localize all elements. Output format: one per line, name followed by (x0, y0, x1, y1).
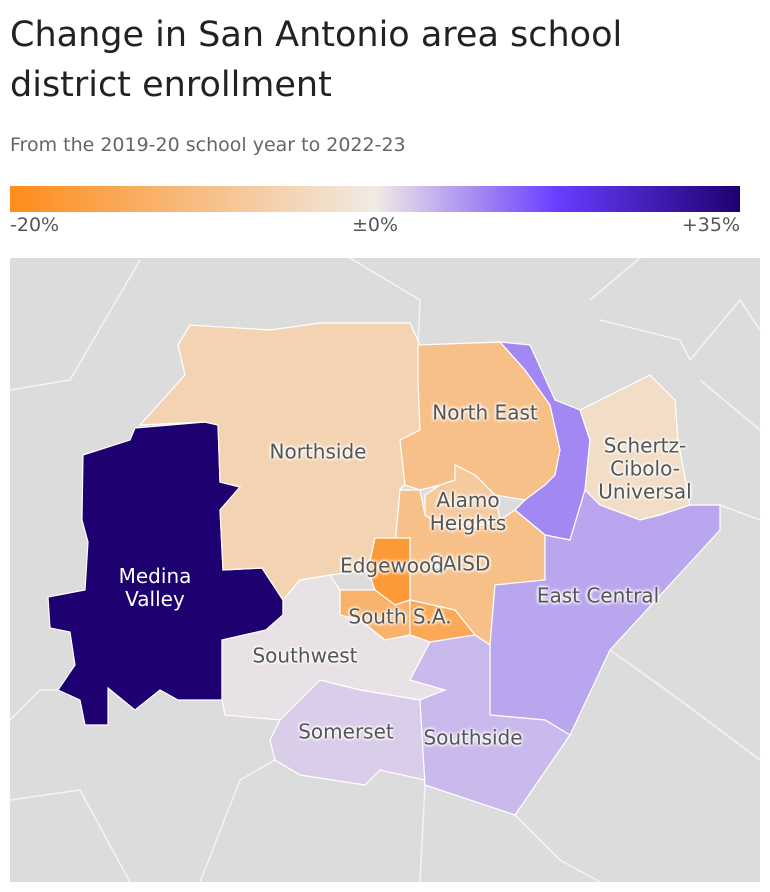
background-boundaries (9, 257, 761, 883)
district-label: East Central (536, 583, 660, 608)
legend-tick-label: -20% (10, 214, 60, 236)
district-label: Somerset (298, 719, 394, 744)
district-label: Edgewood (340, 553, 444, 578)
district (269, 679, 426, 786)
district-label: SAISD (429, 551, 491, 576)
district-label: Southside (423, 725, 523, 750)
legend-bar (10, 186, 740, 212)
legend-tick-label: ±0% (351, 214, 399, 236)
district-label: Southwest (252, 643, 358, 668)
district-label: North East (432, 400, 538, 425)
subtitle: From the 2019-20 school year to 2022-23 (10, 134, 406, 156)
district (489, 488, 721, 736)
district-label: Medina Valley (118, 564, 192, 611)
district (409, 634, 571, 816)
district-label: South S.A. (348, 604, 452, 629)
district-label: Alamo Heights (429, 488, 507, 535)
district-label: Schertz-Cibolo-Universal (598, 433, 692, 504)
legend-tick-label: +35% (681, 214, 740, 236)
district-label: Northside (269, 439, 367, 464)
title: Change in San Antonio area school distri… (10, 15, 623, 105)
